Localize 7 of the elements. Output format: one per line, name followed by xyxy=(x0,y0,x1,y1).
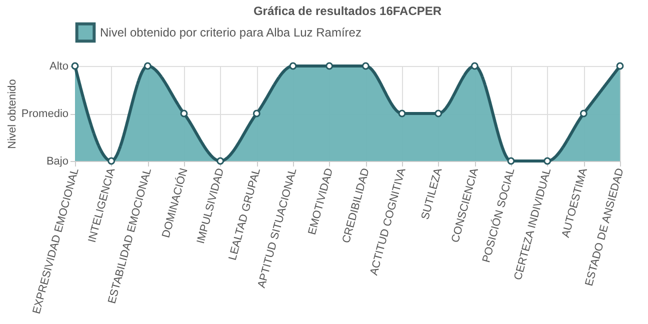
y-axis-title: Nivel obtenido xyxy=(6,79,18,149)
text: Promedio xyxy=(21,108,68,120)
text: Alto xyxy=(50,60,68,72)
text: Bajo xyxy=(46,156,68,168)
legend-label: Nivel obtenido por criterio para Alba Luz Ramírez xyxy=(100,26,362,40)
chart-title: Gráfica de resultados 16FACPER xyxy=(253,4,442,18)
x-tick-label: LEALTAD GRUPAL xyxy=(226,166,263,262)
